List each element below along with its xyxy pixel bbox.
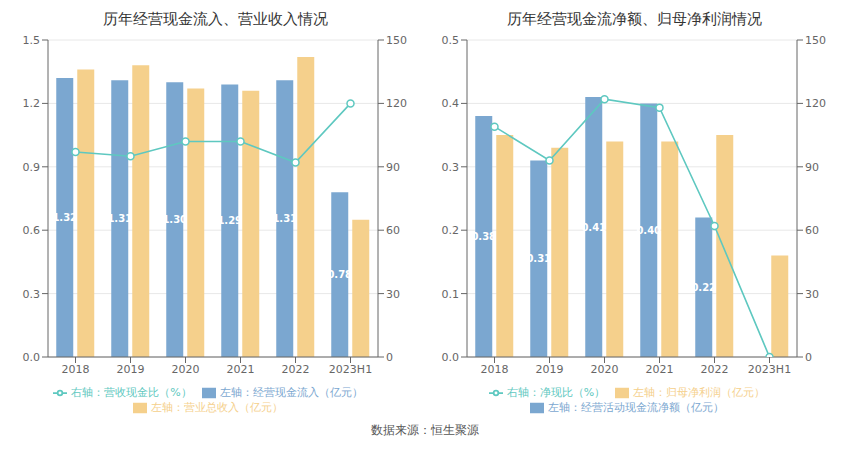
svg-text:120: 120 [386,97,407,110]
svg-text:1.2: 1.2 [23,97,41,110]
html-text:历年经营现金流净额、归母净利润情况: 历年经营现金流净额、归母净利润情况 [507,10,762,28]
html-text:左轴：归母净利润（亿元）: 左轴：归母净利润（亿元） [633,386,766,399]
svg-text:0.6: 0.6 [23,224,41,237]
svg-text:0.3: 0.3 [442,161,460,174]
svg-text:0.40: 0.40 [636,225,661,236]
svg-text:0.41: 0.41 [581,222,606,233]
svg-text:1.32: 1.32 [52,212,77,223]
svg-text:1.29: 1.29 [217,215,242,226]
svg-text:2021: 2021 [646,363,674,376]
svg-text:2022: 2022 [282,363,310,376]
svg-text:1.5: 1.5 [23,34,41,47]
svg-text:1.30: 1.30 [162,214,187,225]
svg-text:2021: 2021 [227,363,255,376]
svg-text:0: 0 [386,351,393,364]
html-text:右轴：净现比（%）: 右轴：净现比（%） [506,386,606,399]
svg-text:30: 30 [386,288,400,301]
svg-text:0.38: 0.38 [471,231,496,242]
svg-text:2023H1: 2023H1 [329,363,372,376]
svg-text:90: 90 [386,161,400,174]
html-text:左轴：营业总收入（亿元）: 左轴：营业总收入（亿元） [151,401,283,414]
svg-text:0.31: 0.31 [526,253,551,264]
svg-text:1.31: 1.31 [272,213,297,224]
svg-text:0.5: 0.5 [442,34,460,47]
svg-text:0.78: 0.78 [327,269,352,280]
svg-text:0.0: 0.0 [442,351,460,364]
svg-text:2022: 2022 [701,363,729,376]
svg-text:0.2: 0.2 [442,224,460,237]
svg-text:0.1: 0.1 [442,288,460,301]
svg-text:150: 150 [805,34,826,47]
svg-text:0.4: 0.4 [442,97,460,110]
svg-text:2019: 2019 [536,363,564,376]
svg-text:1.31: 1.31 [107,213,132,224]
svg-text:0: 0 [805,351,812,364]
svg-text:2018: 2018 [62,363,90,376]
svg-text:2020: 2020 [591,363,619,376]
svg-text:30: 30 [805,288,819,301]
html-text:左轴：经营现金流入（亿元）: 左轴：经营现金流入（亿元） [219,386,363,399]
svg-text:120: 120 [805,97,826,110]
svg-text:2020: 2020 [172,363,200,376]
svg-text:0.3: 0.3 [23,288,41,301]
svg-text:90: 90 [805,161,819,174]
html-text:历年经营现金流入、营业收入情况: 历年经营现金流入、营业收入情况 [103,10,328,28]
svg-text:60: 60 [386,224,400,237]
html-text:数据来源：恒生聚源: 数据来源：恒生聚源 [371,423,479,437]
html-text:右轴：营收现金比（%）: 右轴：营收现金比（%） [71,386,192,399]
html-text:左轴：经营活动现金流净额（亿元）: 左轴：经营活动现金流净额（亿元） [548,401,724,414]
svg-text:2023H1: 2023H1 [748,363,791,376]
svg-text:2019: 2019 [117,363,145,376]
svg-text:150: 150 [386,34,407,47]
svg-text:0.9: 0.9 [23,161,41,174]
svg-text:60: 60 [805,224,819,237]
svg-text:0.22: 0.22 [691,282,716,293]
svg-text:2018: 2018 [481,363,509,376]
svg-text:0.0: 0.0 [23,351,41,364]
